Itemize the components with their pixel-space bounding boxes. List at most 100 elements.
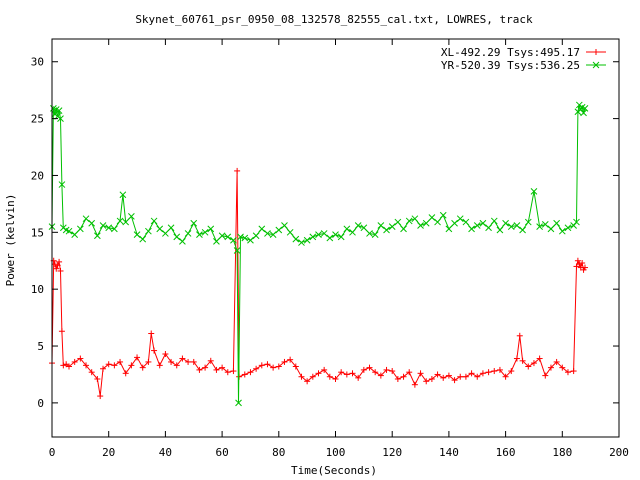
yr-point	[76, 225, 84, 233]
xl-point	[88, 369, 95, 376]
yr-point	[65, 227, 73, 235]
xl-point	[97, 393, 104, 400]
yr-point	[82, 215, 90, 223]
xl-point	[530, 360, 537, 367]
yr-point	[343, 225, 351, 233]
xl-point	[247, 369, 254, 376]
xl-point	[60, 362, 67, 369]
xl-point	[292, 363, 299, 370]
yr-point	[473, 222, 481, 229]
plot-marks	[48, 101, 589, 407]
xl-point	[213, 366, 220, 373]
yr-point	[349, 228, 356, 236]
xl-point	[394, 376, 401, 383]
yr-point	[547, 225, 555, 233]
yr-point	[332, 231, 339, 238]
yr-point	[57, 115, 64, 122]
yr-point	[558, 227, 566, 235]
yr-point	[580, 109, 587, 117]
yr-point	[247, 236, 254, 244]
yr-point	[196, 231, 203, 238]
x-axis-label: Time(Seconds)	[291, 464, 377, 477]
y-tick-label: 25	[31, 113, 44, 126]
yr-point	[105, 224, 113, 232]
xl-point	[383, 366, 390, 373]
xl-point	[315, 370, 322, 377]
xl-point	[355, 374, 362, 381]
x-tick-label: 140	[439, 446, 459, 459]
yr-point	[507, 223, 515, 230]
yr-point	[530, 188, 538, 195]
legend-label-xl: XL-492.29 Tsys:495.17	[441, 46, 580, 59]
y-tick-label: 20	[31, 169, 44, 182]
yr-point	[173, 233, 181, 241]
yr-point	[485, 224, 492, 232]
yr-point	[445, 225, 453, 233]
yr-point	[388, 223, 396, 230]
xl-point	[134, 354, 141, 361]
yr-point	[536, 223, 543, 230]
xl-point	[94, 376, 101, 383]
xl-point	[525, 363, 532, 370]
y-tick-label: 0	[37, 397, 44, 410]
yr-point	[213, 238, 220, 245]
xl-point	[264, 361, 271, 368]
yr-point	[496, 226, 504, 234]
xl-point	[559, 364, 566, 371]
yr-point	[422, 219, 430, 227]
yr-point	[309, 233, 317, 241]
xl-point	[56, 258, 63, 265]
xl-point	[326, 373, 333, 380]
xl-point	[360, 366, 367, 373]
xl-point	[298, 373, 305, 380]
xl-point	[332, 376, 339, 383]
xl-point	[428, 376, 435, 383]
xl-point	[479, 370, 486, 377]
xl-point	[570, 368, 577, 375]
yr-point	[88, 219, 96, 227]
yr-point	[292, 235, 300, 243]
yr-point	[122, 218, 130, 226]
yr-point	[133, 231, 141, 238]
yr-point	[99, 222, 107, 229]
xl-point	[190, 358, 197, 365]
legend-label-yr: YR-520.39 Tsys:536.25	[441, 59, 580, 72]
xl-point	[474, 373, 481, 380]
xl-point	[51, 261, 58, 268]
xl-point	[304, 378, 311, 385]
legend-marker	[592, 61, 600, 69]
yr-point	[360, 224, 368, 232]
y-axis-label: Power (kelvin)	[4, 194, 17, 287]
y-axis: 0 5 10 15 20 25 30	[31, 56, 619, 410]
yr-point	[320, 230, 328, 237]
yr-point	[581, 105, 589, 112]
x-tick-label: 60	[215, 446, 228, 459]
x-tick-label: 20	[102, 446, 115, 459]
xl-point	[173, 362, 180, 369]
xl-point	[148, 330, 155, 337]
xl-point	[196, 366, 203, 373]
xl-point	[168, 358, 175, 365]
xl-point	[513, 355, 520, 362]
xl-point	[462, 373, 469, 380]
yr-point	[366, 230, 373, 237]
yr-point	[553, 219, 560, 227]
xl-point	[71, 358, 78, 365]
xl-point	[536, 355, 543, 362]
yr-point	[94, 232, 101, 240]
xl-point	[202, 364, 209, 371]
yr-point	[354, 222, 362, 229]
x-tick-label: 80	[272, 446, 285, 459]
yr-point	[451, 219, 458, 227]
xl-point	[275, 363, 282, 370]
yr-point	[150, 217, 158, 225]
yr-point	[201, 228, 209, 236]
yr-point	[439, 211, 447, 219]
yr-point	[377, 222, 385, 229]
xl-point	[66, 363, 73, 370]
yr-point	[264, 230, 271, 237]
yr-point	[190, 219, 198, 227]
yr-point	[286, 228, 294, 236]
xl-point	[553, 358, 560, 365]
